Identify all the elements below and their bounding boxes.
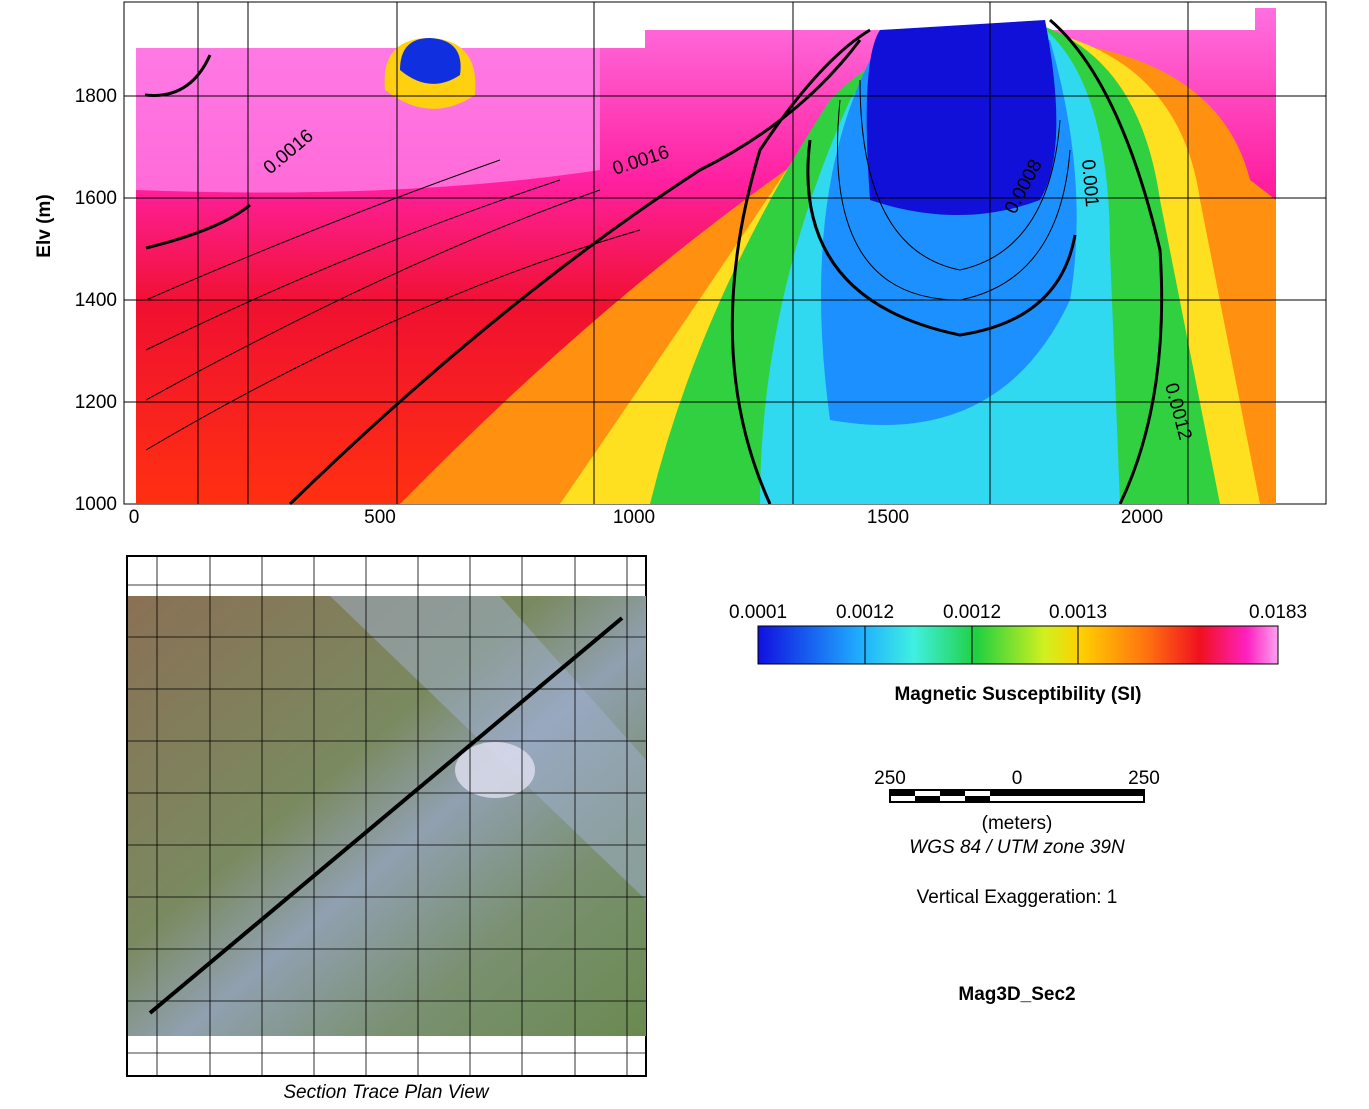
scale-label: 250 [1128,768,1160,789]
y-axis-label: Elv (m) [34,194,55,257]
colorbar-label: 0.0183 [1249,602,1307,623]
x-tick-label: 1000 [613,507,655,528]
field-zone [866,20,1057,215]
y-tick-label: 1600 [75,188,117,209]
section-trace [148,616,624,1015]
field-zone [400,38,461,84]
grid [124,2,1326,504]
scale-bar-blocks [890,790,1144,802]
plan-view: Section Trace Plan View [126,555,647,1103]
colorbar-label: 0.0013 [1049,602,1107,623]
colorbar-title: Magnetic Susceptibility (SI) [894,684,1141,705]
field-zone [136,48,600,193]
y-tick-label: 1000 [75,494,117,515]
x-tick-label: 500 [364,507,396,528]
section-plot: 0.0016 0.0016 0.0008 0.001 0.0012 0 500 … [34,1,1327,528]
x-tick-label: 1500 [867,507,909,528]
colorbar-label: 0.0012 [836,602,894,623]
contour [806,139,1077,337]
contour-label: 0.001 [1077,159,1102,208]
plan-image-feature [455,742,535,798]
colorbar: 0.0001 0.0012 0.0012 0.0013 0.0183 Magne… [729,602,1307,705]
y-tick-label: 1400 [75,290,117,311]
section-name: Mag3D_Sec2 [958,984,1075,1005]
colorbar-ramp [757,625,1279,665]
scale-label: 0 [1012,768,1023,789]
x-tick-label: 2000 [1121,507,1163,528]
projection: WGS 84 / UTM zone 39N [909,837,1125,858]
plan-grid [127,556,646,1076]
colorbar-label: 0.0012 [943,602,1001,623]
colorbar-label: 0.0001 [729,602,787,623]
contour [1049,18,1164,505]
vertical-exaggeration: Vertical Exaggeration: 1 [917,887,1118,908]
scale-label: 250 [874,768,906,789]
y-tick-label: 1800 [75,86,117,107]
grid-lines [127,556,646,1076]
scale-bar: 250 0 250 (meters) WGS 84 / UTM zone 39N [874,768,1160,858]
x-tick-label: 0 [129,507,140,528]
y-tick-label: 1200 [75,392,117,413]
scale-unit: (meters) [982,813,1053,834]
plan-caption: Section Trace Plan View [283,1082,490,1103]
contour [730,28,871,505]
